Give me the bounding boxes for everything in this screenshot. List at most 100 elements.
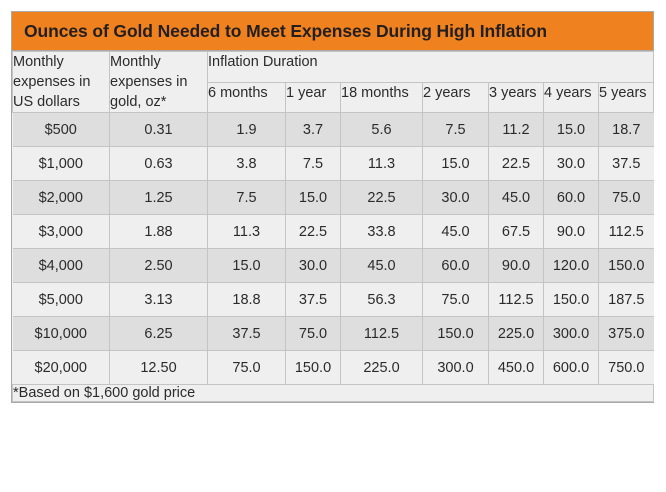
cell-ounces: 18.7 [597,112,654,148]
header-monthly-expenses-gold: Monthly expenses in gold, oz* [109,51,208,114]
table-body: $500 0.31 1.9 3.7 5.6 7.5 11.2 15.0 18.7 $1,000 0.… [12,112,654,386]
cell-expense-gold: 6.25 [109,316,208,352]
cell-ounces: 112.5 [340,316,423,352]
cell-ounces: 1.9 [207,112,286,148]
header-duration-3-years: 3 years [488,81,544,114]
cell-ounces: 225.0 [340,350,423,386]
cell-ounces: 11.3 [340,146,423,182]
cell-ounces: 750.0 [597,350,654,386]
cell-ounces: 450.0 [488,350,544,386]
cell-expense-gold: 0.31 [109,112,208,148]
header-duration-6-months: 6 months [207,81,286,114]
cell-ounces: 75.0 [285,316,341,352]
cell-ounces: 60.0 [422,248,489,284]
cell-ounces: 600.0 [543,350,599,386]
cell-ounces: 75.0 [422,282,489,318]
cell-ounces: 150.0 [597,248,654,284]
header-duration-5-years: 5 years [597,81,655,114]
cell-expense-usd: $20,000 [12,350,110,386]
cell-expense-gold: 0.63 [109,146,208,182]
table-row: $10,000 6.25 37.5 75.0 112.5 150.0 225.0 300.0 3… [12,316,654,352]
cell-ounces: 7.5 [422,112,489,148]
cell-ounces: 75.0 [207,350,286,386]
header-inflation-duration: Inflation Duration [206,51,655,83]
cell-ounces: 30.0 [422,180,489,216]
cell-ounces: 120.0 [543,248,599,284]
cell-ounces: 45.0 [422,214,489,250]
table-row: $1,000 0.63 3.8 7.5 11.3 15.0 22.5 30.0 37.5 [12,146,654,182]
cell-ounces: 225.0 [488,316,544,352]
cell-ounces: 15.0 [543,112,599,148]
table-head: Monthly expenses in US dollars Monthly e… [12,51,655,114]
cell-ounces: 112.5 [597,214,654,250]
cell-ounces: 3.7 [285,112,341,148]
header-duration-2-years: 2 years [422,81,489,114]
header-duration-4-years: 4 years [543,81,599,114]
table-row: $4,000 2.50 15.0 30.0 45.0 60.0 90.0 120.0 150.0 [12,248,654,284]
cell-ounces: 37.5 [285,282,341,318]
cell-ounces: 30.0 [543,146,599,182]
cell-ounces: 375.0 [597,316,654,352]
cell-ounces: 22.5 [488,146,544,182]
cell-expense-usd: $10,000 [12,316,110,352]
footnote-text: *Based on $1,600 gold price [11,384,655,403]
cell-ounces: 45.0 [488,180,544,216]
cell-expense-gold: 12.50 [109,350,208,386]
cell-expense-usd: $4,000 [12,248,110,284]
cell-ounces: 150.0 [543,282,599,318]
cell-ounces: 15.0 [422,146,489,182]
gold-expenses-table: Monthly expenses in US dollars Monthly e… [11,51,655,403]
cell-expense-usd: $1,000 [12,146,110,182]
cell-expense-usd: $2,000 [12,180,110,216]
cell-ounces: 5.6 [340,112,423,148]
header-row-durations: 6 months 1 year 18 months 2 years 3 year… [13,81,655,114]
table-foot: *Based on $1,600 gold price [11,384,655,403]
table-row: $20,000 12.50 75.0 150.0 225.0 300.0 450.0 600.… [12,350,654,386]
cell-expense-gold: 2.50 [109,248,208,284]
cell-ounces: 7.5 [207,180,286,216]
footnote-row: *Based on $1,600 gold price [11,384,655,403]
cell-ounces: 37.5 [597,146,654,182]
cell-ounces: 7.5 [285,146,341,182]
header-monthly-expenses-usd: Monthly expenses in US dollars [12,51,110,114]
cell-expense-gold: 1.25 [109,180,208,216]
cell-expense-usd: $500 [12,112,110,148]
cell-ounces: 22.5 [285,214,341,250]
cell-ounces: 187.5 [597,282,654,318]
cell-ounces: 11.3 [207,214,286,250]
cell-ounces: 300.0 [543,316,599,352]
cell-expense-gold: 1.88 [109,214,208,250]
cell-ounces: 150.0 [422,316,489,352]
table-row: $5,000 3.13 18.8 37.5 56.3 75.0 112.5 150.0 187.… [12,282,654,318]
header-duration-1-year: 1 year [285,81,341,114]
cell-ounces: 90.0 [543,214,599,250]
header-duration-18-months: 18 months [340,81,423,114]
cell-ounces: 67.5 [488,214,544,250]
cell-expense-gold: 3.13 [109,282,208,318]
cell-ounces: 15.0 [285,180,341,216]
table-row: $3,000 1.88 11.3 22.5 33.8 45.0 67.5 90.0 112.5 [12,214,654,250]
cell-expense-usd: $5,000 [12,282,110,318]
cell-ounces: 90.0 [488,248,544,284]
cell-ounces: 150.0 [285,350,341,386]
cell-ounces: 75.0 [597,180,654,216]
cell-ounces: 56.3 [340,282,423,318]
cell-ounces: 18.8 [207,282,286,318]
cell-ounces: 11.2 [488,112,544,148]
cell-ounces: 112.5 [488,282,544,318]
cell-ounces: 22.5 [340,180,423,216]
cell-expense-usd: $3,000 [12,214,110,250]
header-row-group: Monthly expenses in US dollars Monthly e… [12,51,655,114]
table-row: $500 0.31 1.9 3.7 5.6 7.5 11.2 15.0 18.7 [12,112,654,148]
cell-ounces: 60.0 [543,180,599,216]
table-title: Ounces of Gold Needed to Meet Expenses D… [12,12,653,52]
cell-ounces: 15.0 [207,248,286,284]
cell-ounces: 3.8 [207,146,286,182]
gold-expenses-table-container: Ounces of Gold Needed to Meet Expenses D… [11,11,655,404]
cell-ounces: 300.0 [422,350,489,386]
table-row: $2,000 1.25 7.5 15.0 22.5 30.0 45.0 60.0 75.0 [12,180,654,216]
cell-ounces: 33.8 [340,214,423,250]
cell-ounces: 37.5 [207,316,286,352]
cell-ounces: 45.0 [340,248,423,284]
cell-ounces: 30.0 [285,248,341,284]
